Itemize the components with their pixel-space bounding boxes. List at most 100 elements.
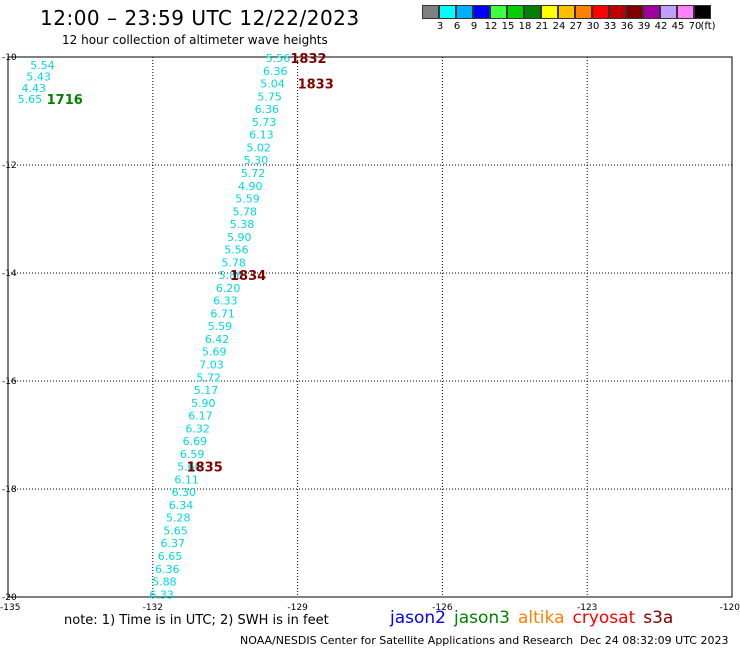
legend-swatch <box>575 5 592 19</box>
satellite-label: jason3 <box>454 608 510 628</box>
swh-value: 5.59 <box>235 193 260 206</box>
swh-value: 5.04 <box>260 78 285 91</box>
legend-label: 45 <box>671 21 685 32</box>
legend-swatch <box>490 5 507 19</box>
swh-value: 6.36 <box>155 563 180 576</box>
legend-label: 33 <box>603 21 617 32</box>
swh-value: 6.13 <box>249 129 273 142</box>
lon-label: -135 <box>0 603 20 613</box>
swh-value: 6.11 <box>174 473 199 486</box>
swh-value: 5.88 <box>152 576 177 589</box>
legend-label: 3 <box>436 21 444 32</box>
time-label: 1834 <box>230 269 266 284</box>
swh-value: 6.32 <box>185 422 210 435</box>
swh-value: 6.42 <box>205 333 230 346</box>
legend-swatch <box>422 5 439 19</box>
legend-swatch <box>660 5 677 19</box>
swh-value: 6.30 <box>172 486 197 499</box>
map-subtitle: 12 hour collection of altimeter wave hei… <box>62 33 328 47</box>
time-label: 1835 <box>187 461 223 476</box>
legend-label: 6 <box>453 21 461 32</box>
swh-value: 5.43 <box>26 70 50 83</box>
swh-value: 7.03 <box>199 358 224 371</box>
swh-value: 5.38 <box>230 218 255 231</box>
lat-label: -10 <box>2 53 17 63</box>
lat-label: -14 <box>2 269 17 279</box>
swh-value: 5.72 <box>197 371 222 384</box>
swh-value: 6.71 <box>210 307 235 320</box>
legend-label: 15 <box>501 21 515 32</box>
legend-label: 70 <box>688 21 702 32</box>
swh-value: 5.30 <box>244 154 268 167</box>
satellite-label: s3a <box>643 608 674 628</box>
legend-label: 30 <box>586 21 600 32</box>
swh-value: 5.28 <box>166 512 191 525</box>
legend-label: 9 <box>470 21 478 32</box>
legend-swatch <box>558 5 575 19</box>
swh-value: 5.78 <box>233 205 258 218</box>
satellite-label: cryosat <box>572 608 636 628</box>
swh-value: 5.56 <box>224 244 249 257</box>
swh-value: 4.43 <box>22 82 47 95</box>
time-label: 1833 <box>298 78 334 93</box>
swh-value: 5.59 <box>208 320 233 333</box>
swh-value: 5.75 <box>257 90 282 103</box>
swh-value: 6.33 <box>149 588 174 601</box>
map-title: 12:00 – 23:59 UTC 12/22/2023 <box>40 6 360 30</box>
swh-value: 6.17 <box>188 410 213 423</box>
legend-swatch <box>439 5 456 19</box>
legend-swatch <box>694 5 711 19</box>
swh-value: 5.90 <box>191 397 216 410</box>
time-label: 1832 <box>290 52 326 67</box>
lat-label: -20 <box>2 593 17 603</box>
legend-swatch <box>626 5 643 19</box>
footer-note: note: 1) Time is in UTC; 2) SWH is in fe… <box>64 613 329 628</box>
legend-swatch <box>473 5 490 19</box>
credit-text: NOAA/NESDIS Center for Satellite Applica… <box>240 634 574 647</box>
swh-value: 5.65 <box>18 93 43 106</box>
swh-value: 6.33 <box>213 295 238 308</box>
graticule <box>7 56 733 598</box>
legend-swatch <box>507 5 524 19</box>
swh-value: 5.86 <box>219 269 244 282</box>
altimeter-track: 5.545.434.435.65 17165.566.365.045.756.36… <box>18 52 334 601</box>
legend-swatch <box>524 5 541 19</box>
swh-value: 5.65 <box>163 524 188 537</box>
legend-swatch <box>609 5 626 19</box>
lon-label: -123 <box>577 603 597 613</box>
swh-value: 5.73 <box>252 116 277 129</box>
legend-label: 12 <box>484 21 498 32</box>
satellite-legend: jason2 jason3 altika cryosat s3a <box>390 608 681 628</box>
lat-label: -16 <box>2 377 17 387</box>
swh-value: 5.56 <box>266 52 291 65</box>
swh-value: 5.78 <box>221 256 246 269</box>
swh-value: 6.36 <box>255 103 280 116</box>
lat-label: -18 <box>2 485 17 495</box>
lon-label: -120 <box>720 603 740 613</box>
legend-label: 18 <box>518 21 532 32</box>
lon-label: -129 <box>287 603 308 613</box>
lon-label: -132 <box>143 603 163 613</box>
swh-value: 6.37 <box>160 537 185 550</box>
swh-value: 5.02 <box>246 141 270 154</box>
satellite-label: jason2 <box>390 608 446 628</box>
map-frame <box>7 56 733 598</box>
swh-value: 5.54 <box>30 59 55 72</box>
legend-label: 27 <box>569 21 583 32</box>
legend-swatch <box>643 5 660 19</box>
generation-timestamp: Dec 24 08:32:09 UTC 2023 <box>580 634 729 647</box>
legend-swatch <box>677 5 694 19</box>
swh-value: 5.90 <box>227 231 252 244</box>
swh-value: 6.59 <box>180 448 205 461</box>
legend-unit: (ft) <box>700 21 716 32</box>
swh-value: 4.90 <box>238 180 263 193</box>
swh-value: 6.20 <box>216 282 241 295</box>
swh-value: 6.65 <box>158 550 183 563</box>
swh-value: 5.17 <box>194 384 219 397</box>
legend-swatches <box>422 5 711 19</box>
legend-labels: 3 6 9 12 15 18 21 24 27 30 33 36 39 42 45 70 (ft) <box>422 19 716 33</box>
satellite-label: altika <box>518 608 565 628</box>
lat-label: -12 <box>2 161 17 171</box>
legend-label: 21 <box>535 21 549 32</box>
